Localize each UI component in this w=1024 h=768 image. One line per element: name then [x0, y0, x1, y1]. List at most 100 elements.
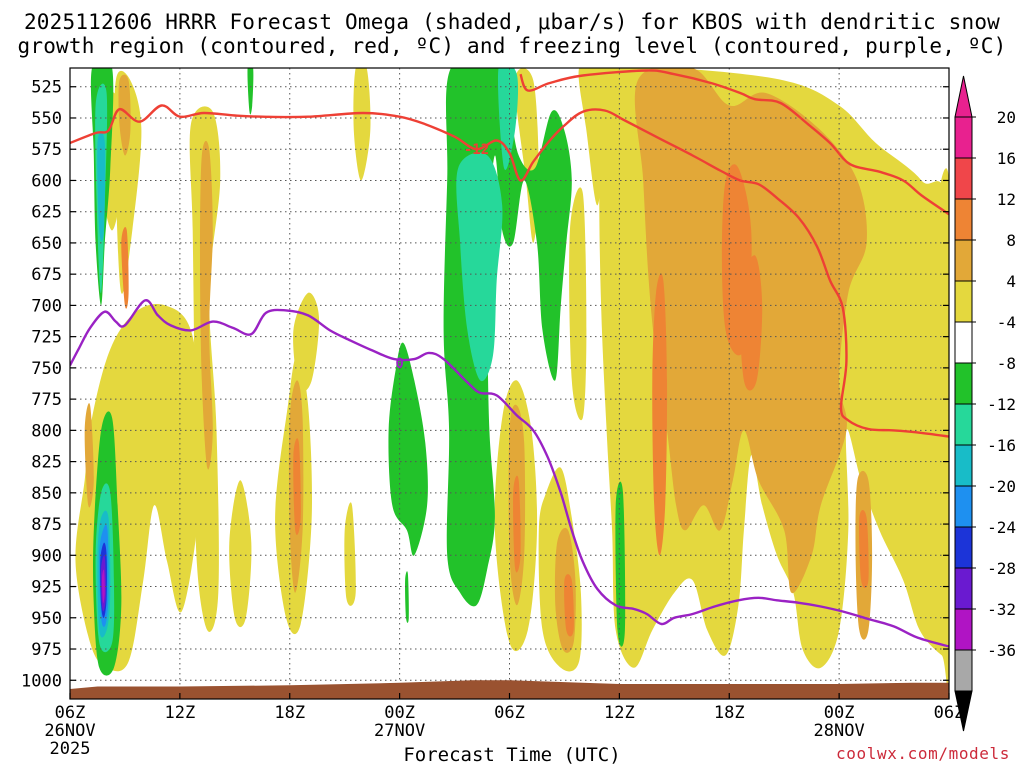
omega-region-orange-col-24h	[513, 475, 521, 573]
colorbar-bin--28	[954, 567, 973, 610]
y-tick-label-725: 725	[31, 328, 62, 348]
omega-region-yellow-blob-9h	[229, 480, 252, 628]
y-tick-label-525: 525	[31, 78, 62, 98]
omega-region-orange-blob-37h	[739, 255, 763, 391]
contour-layer: -12 0	[70, 69, 949, 648]
y-tick-label-950: 950	[31, 609, 62, 629]
colorbar-bin-20	[954, 116, 973, 159]
y-tick-label-800: 800	[31, 421, 62, 441]
x-tick-date-42: 28NOV	[814, 721, 865, 741]
y-axis: 525 550 575 600 625 650 675 700 725 750 775 800 825 8…	[21, 78, 949, 691]
omega-region-yellow-col-15h	[353, 68, 371, 181]
omega-region-yellow-blob-16h	[344, 502, 356, 606]
colorbar-label-4: 4	[1006, 272, 1016, 291]
colorbar-label--12: -12	[987, 395, 1016, 414]
colorbar-bin-16	[954, 157, 973, 200]
contour-label-freezing-level: 0	[395, 356, 403, 372]
y-tick-label-900: 900	[31, 546, 62, 566]
colorbar-bin--32	[954, 608, 973, 651]
colorbar-label--20: -20	[987, 477, 1016, 496]
omega-region-orange-blob-27h	[564, 574, 574, 637]
colorbar-label--24: -24	[987, 518, 1016, 537]
x-tick-label-30: 12Z	[604, 703, 635, 723]
omega-region-teal-main-22-25h	[456, 152, 503, 382]
x-tick-label-36: 18Z	[714, 703, 745, 723]
colorbar-bin--12	[954, 403, 973, 446]
x-axis-title: Forecast Time (UTC)	[403, 744, 621, 766]
y-tick-label-600: 600	[31, 171, 62, 191]
colorbar-bin-8	[954, 239, 973, 282]
omega-region-green-col-10h	[247, 68, 254, 115]
colorbar-label--8: -8	[997, 354, 1016, 373]
colorbar-bin--20	[954, 485, 973, 528]
omega-region-tan-blob-0h	[84, 403, 94, 508]
omega-shading-layer	[75, 68, 949, 688]
x-tick-label-18: 00Z	[384, 703, 415, 723]
colorbar-bin--4	[954, 321, 973, 364]
colorbar-bin--8	[954, 362, 973, 405]
credit-text[interactable]: coolwx.com/models	[836, 744, 1010, 763]
omega-region-yellow-blob-28h-2	[578, 68, 605, 206]
omega-region-green-dot-18h	[405, 571, 409, 623]
x-tick-label-0: 06Z	[55, 703, 86, 723]
colorbar-bin-12	[954, 198, 973, 241]
omega-region-yellow-blob-29h	[626, 188, 644, 406]
colorbar-bottom-arrow	[954, 690, 973, 732]
omega-region-green-blob-19h	[388, 342, 428, 556]
contour-freezing-level	[70, 299, 949, 648]
y-tick-label-700: 700	[31, 296, 62, 316]
y-tick-label-925: 925	[31, 578, 62, 598]
omega-region-magenta-blob-1h	[101, 569, 105, 604]
contour-dendritic-snow-growth-region-upper	[519, 69, 949, 216]
y-tick-label-775: 775	[31, 390, 62, 410]
colorbar-bin--16	[954, 444, 973, 487]
colorbar-top-arrow	[954, 75, 973, 118]
x-tick-date-0: 26NOV	[44, 721, 95, 741]
y-tick-label-750: 750	[31, 359, 62, 379]
x-tick-label-42: 00Z	[824, 703, 855, 723]
x-tick-label-12: 18Z	[274, 703, 305, 723]
x-tick-label-48: 06Z	[934, 703, 965, 723]
x-tick-label-6: 12Z	[165, 703, 196, 723]
colorbar-label--16: -16	[987, 436, 1016, 455]
colorbar-bin--24	[954, 526, 973, 569]
y-tick-label-1000: 1000	[21, 671, 62, 691]
colorbar-label--4: -4	[997, 313, 1016, 332]
y-tick-label-550: 550	[31, 109, 62, 129]
colorbar-label-16: 16	[997, 149, 1016, 168]
omega-region-cyan-col-1h	[97, 132, 106, 242]
omega-region-yellow-col-47h	[937, 168, 949, 388]
omega-region-orange-col-43h	[858, 510, 869, 589]
colorbar-bin--36	[954, 649, 973, 692]
colorbar-label--32: -32	[987, 600, 1016, 619]
colorbar-label-20: 20	[997, 108, 1016, 127]
contour-dendritic-snow-growth-region	[70, 104, 949, 438]
omega-region-yellow-col-47h-b	[937, 579, 949, 636]
colorbar-label-8: 8	[1006, 231, 1016, 250]
omega-region-orange-col-32h	[652, 273, 668, 556]
chart-title-line-2: growth region (contoured, red, ºC) and f…	[17, 34, 1007, 58]
x-tick-year-0: 2025	[50, 739, 91, 759]
y-tick-label-825: 825	[31, 453, 62, 473]
x-tick-label-24: 06Z	[494, 703, 525, 723]
y-tick-label-975: 975	[31, 640, 62, 660]
colorbar-label--36: -36	[987, 641, 1016, 660]
y-tick-label-875: 875	[31, 515, 62, 535]
colorbar-label-12: 12	[997, 190, 1016, 209]
omega-region-tan-col-3h	[118, 74, 131, 156]
colorbar: 20 16 12 8 4 -4 -8 -12 -16 -20 -24 -28 -32 -36	[954, 75, 1016, 732]
y-tick-label-850: 850	[31, 484, 62, 504]
y-tick-label-650: 650	[31, 234, 62, 254]
omega-region-yellow-col-28h	[569, 187, 587, 421]
colorbar-bin-4	[954, 280, 973, 323]
y-tick-label-675: 675	[31, 265, 62, 285]
omega-region-orange-col-13h	[293, 438, 301, 535]
contour-label-dendritic-snow-growth-region: -12	[464, 142, 489, 158]
y-tick-label-625: 625	[31, 203, 62, 223]
colorbar-label--28: -28	[987, 559, 1016, 578]
y-tick-label-575: 575	[31, 140, 62, 160]
x-tick-date-18: 27NOV	[374, 721, 425, 741]
chart-title-line-1: 2025112606 HRRR Forecast Omega (shaded, …	[23, 10, 1001, 34]
